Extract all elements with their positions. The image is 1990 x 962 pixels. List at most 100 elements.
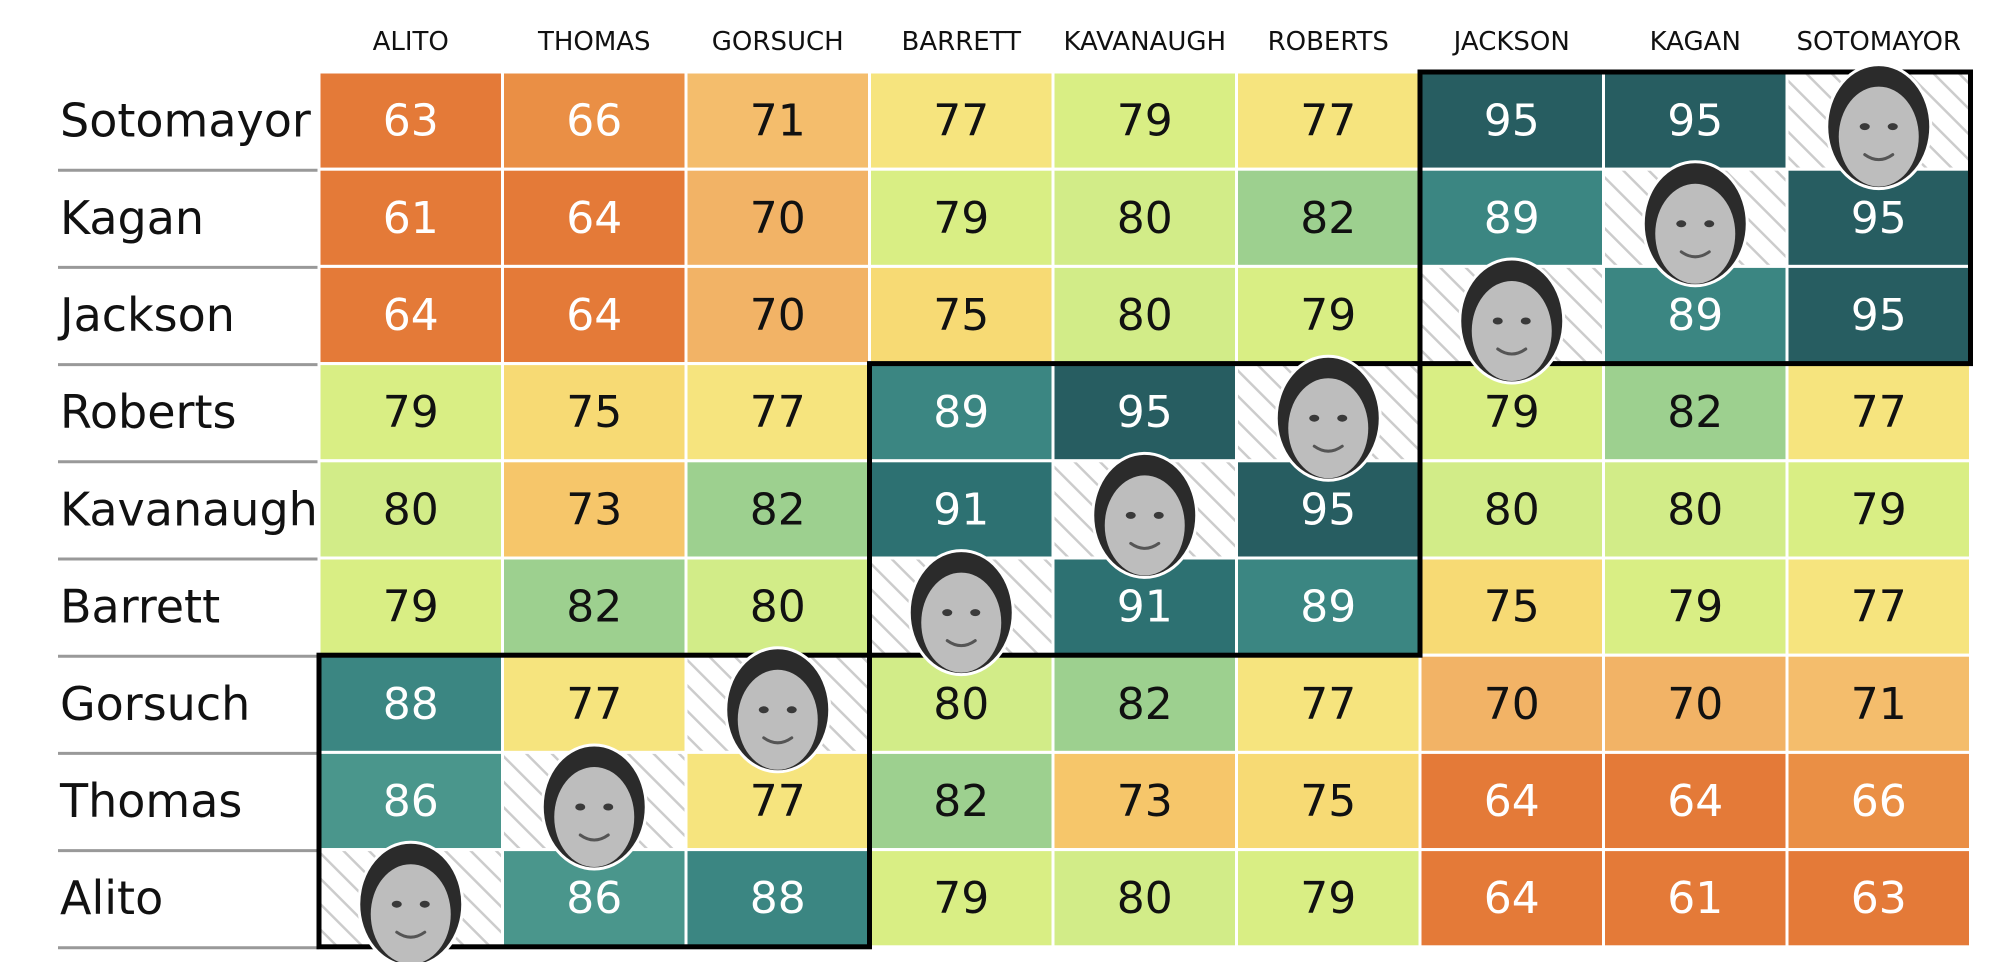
heatmap-cell [501,264,688,366]
cell-value: 64 [1484,873,1540,924]
heatmap-cell [1602,459,1789,560]
portrait-mouth [762,736,794,745]
portrait-alito [357,840,465,962]
portrait-eye [1887,123,1898,131]
cell-value: 64 [566,290,622,341]
cell-value: 79 [383,582,439,633]
column-label-roberts: ROBERTS [1268,27,1389,57]
portrait-eye [1309,414,1320,422]
portrait-eye [575,803,586,811]
heatmap-cell [1602,848,1789,949]
portrait-face [370,864,451,962]
heatmap-cell [317,556,504,657]
row-label-gorsuch: Gorsuch [60,677,250,731]
heatmap-cell [1602,653,1789,754]
cell-value: 79 [1300,290,1356,341]
portrait-eye [758,706,769,714]
portrait-mouth [945,639,977,648]
cell-value: 80 [1117,873,1173,924]
portrait-mouth [1312,444,1344,453]
cell-value: 89 [933,387,989,438]
cell-value: 75 [566,387,622,438]
heatmap-cell [1235,167,1422,268]
cell-value: 82 [750,484,806,535]
cell-value: 64 [566,193,622,244]
portrait-eye [391,900,402,908]
portrait-face [1655,183,1736,284]
heatmap-cell [1785,750,1972,852]
bloc-outline [1417,69,1973,367]
cell-value: 82 [566,582,622,633]
cell-value: 61 [383,193,439,244]
heatmap-cell [868,459,1055,560]
column-label-sotomayor: SOTOMAYOR [1796,27,1961,57]
portrait-eye [786,706,797,714]
cell-value: 95 [1117,387,1173,438]
cell-value: 63 [383,96,439,147]
cell-value: 77 [750,387,806,438]
portrait-eye [419,900,430,908]
row-label-barrett: Barrett [60,580,220,634]
portrait-eye [1337,414,1348,422]
heatmap-cell [1418,750,1605,852]
heatmap-cell [868,70,1055,171]
heatmap-cell [1051,848,1238,949]
cell-value: 95 [1851,193,1907,244]
portrait-mouth [1863,153,1895,162]
portrait-gorsuch [724,646,832,774]
heatmap-cell [501,70,688,171]
cell-value: 63 [1851,873,1907,924]
portrait-face [737,669,818,770]
portrait-mouth [578,833,610,842]
cell-value: 95 [1667,96,1723,147]
portrait-eye [970,609,981,617]
cell-value: 95 [1851,290,1907,341]
portrait-eye [1125,511,1136,519]
heatmap-cell [868,167,1055,268]
cell-value: 70 [1667,679,1723,730]
cell-value: 79 [1851,484,1907,535]
column-label-thomas: THOMAS [537,27,651,57]
portrait-roberts [1274,354,1382,482]
portrait-eye [1859,123,1870,131]
cell-value: 77 [1851,387,1907,438]
column-label-alito: ALITO [373,27,449,57]
cell-value: 89 [1667,290,1723,341]
cell-value: 79 [383,387,439,438]
cell-value: 70 [1484,679,1540,730]
portrait-thomas [540,743,648,871]
cell-value: 77 [566,679,622,730]
heatmap-cell [1051,362,1238,463]
cell-value: 66 [566,96,622,147]
row-label-kavanaugh: Kavanaugh [60,482,318,536]
cell-value: 79 [1300,873,1356,924]
heatmap-cell [684,167,871,268]
cell-value: 64 [383,290,439,341]
cell-value: 82 [933,776,989,827]
cell-value: 82 [1667,387,1723,438]
cell-value: 95 [1300,484,1356,535]
portrait-eye [603,803,614,811]
heatmap-cell [1051,167,1238,268]
cell-value: 70 [750,193,806,244]
heatmap-cell [684,70,871,171]
heatmap-cell [501,459,688,560]
cell-value: 64 [1484,776,1540,827]
portrait-mouth [1129,541,1161,550]
cell-value: 73 [566,484,622,535]
portrait-face [921,572,1002,673]
heatmap-cell [1235,264,1422,366]
heatmap-cell [868,848,1055,949]
cell-value: 80 [933,679,989,730]
cell-value: 79 [1117,96,1173,147]
cell-value: 70 [750,290,806,341]
portrait-mouth [1496,347,1528,356]
cell-value: 75 [933,290,989,341]
cell-value: 77 [933,96,989,147]
portrait-face [1838,86,1919,187]
cell-value: 95 [1484,96,1540,147]
cell-value: 82 [1117,679,1173,730]
heatmap-cell [1051,70,1238,171]
column-label-gorsuch: GORSUCH [712,27,844,57]
